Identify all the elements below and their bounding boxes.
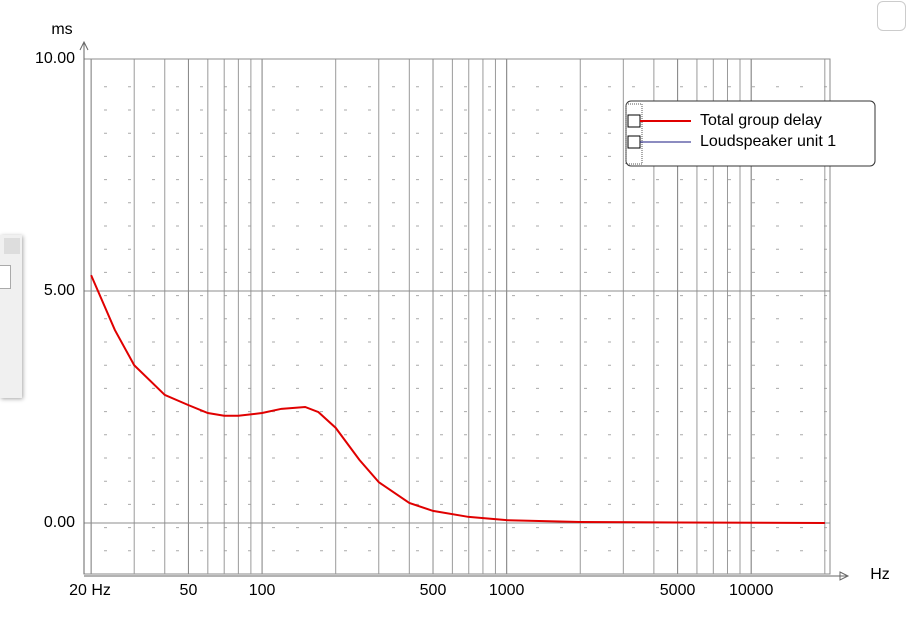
panel-input[interactable] — [0, 265, 11, 289]
x-tick-label: 10000 — [729, 582, 774, 599]
corner-button[interactable] — [877, 1, 906, 31]
side-panel — [0, 235, 22, 398]
y-tick-label: 5.00 — [44, 282, 75, 299]
x-tick-label: 100 — [249, 582, 276, 599]
y-axis-label: ms — [51, 21, 72, 38]
series-line — [90, 275, 825, 524]
legend: Total group delay Loudspeaker unit 1 — [625, 100, 876, 167]
y-tick-label: 10.00 — [35, 50, 75, 67]
x-tick-label: 1000 — [489, 582, 525, 599]
panel-button[interactable] — [4, 238, 20, 254]
legend-handle — [625, 103, 643, 165]
x-axis-arrow — [839, 571, 850, 581]
legend-label: Total group delay — [700, 112, 822, 129]
x-tick-label: 50 — [180, 582, 198, 599]
x-axis-label: Hz — [870, 566, 890, 583]
legend-checkbox[interactable] — [627, 135, 641, 149]
x-tick-label: 5000 — [660, 582, 696, 599]
y-axis-arrow — [79, 40, 89, 51]
y-tick-label: 0.00 — [44, 514, 75, 531]
series-line — [90, 274, 825, 524]
legend-label: Loudspeaker unit 1 — [700, 133, 836, 150]
x-tick-label: 500 — [420, 582, 447, 599]
legend-checkbox[interactable] — [627, 114, 641, 128]
x-tick-label: 20 Hz — [69, 582, 111, 599]
